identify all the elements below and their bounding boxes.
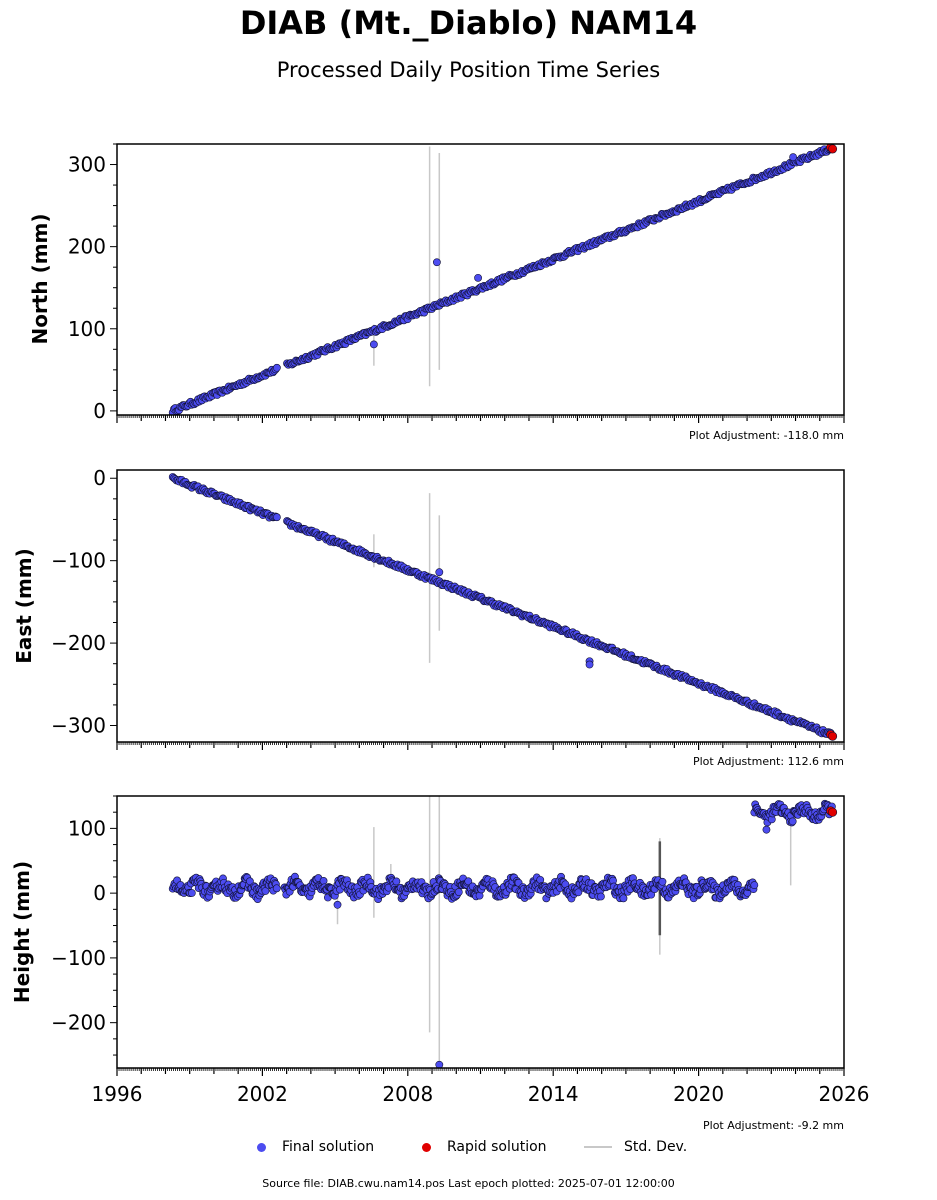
- east-data-point: [828, 731, 838, 741]
- east-data-point: [585, 660, 594, 669]
- east-y-tick-label: −200: [51, 631, 106, 655]
- north-y-axis: 0 100 200 300: [68, 143, 117, 423]
- north-data-point: [828, 144, 838, 154]
- x-tick-label: 1996: [92, 1082, 143, 1106]
- x-tick-label: 2026: [819, 1082, 870, 1106]
- height-data-point: [187, 889, 196, 897]
- chart-subtitle: Processed Daily Position Time Series: [276, 58, 661, 82]
- legend-std-label: Std. Dev.: [624, 1139, 688, 1155]
- east-y-tick-label: 0: [93, 466, 106, 490]
- height-y-tick-label: 0: [93, 881, 106, 905]
- height-data-point: [454, 888, 463, 896]
- height-data-point: [762, 825, 771, 834]
- north-data-point: [272, 363, 281, 372]
- height-data-point: [392, 877, 401, 886]
- height-plot-adjustment: Plot Adjustment: -9.2 mm: [703, 1119, 844, 1132]
- north-axis-label: North (mm): [28, 213, 52, 345]
- height-data-point: [788, 817, 797, 826]
- height-data-point: [828, 807, 838, 817]
- east-x-axis: [116, 742, 845, 750]
- height-data-point: [574, 888, 583, 897]
- east-y-tick-label: −300: [51, 714, 106, 738]
- north-data-point: [369, 340, 378, 349]
- height-y-tick-label: −100: [51, 946, 106, 970]
- x-tick-label: 2002: [237, 1082, 288, 1106]
- height-data-point: [272, 884, 281, 893]
- height-axis-label: Height (mm): [10, 860, 34, 1004]
- legend: Final solution Rapid solution Std. Dev.: [0, 1139, 937, 1157]
- rapid-solution-marker-icon: [422, 1142, 431, 1152]
- north-y-tick-label: 300: [68, 153, 106, 177]
- east-y-tick-label: −100: [51, 549, 106, 573]
- height-data-point: [658, 877, 667, 886]
- north-plot-area: [168, 144, 838, 415]
- x-tick-label: 2020: [673, 1082, 724, 1106]
- source-footer: Source file: DIAB.cwu.nam14.pos Last epo…: [262, 1177, 675, 1190]
- east-data-point: [272, 513, 281, 522]
- height-data-point: [333, 900, 342, 909]
- height-x-axis: 1996 2002 2008 2014 2020 2026: [92, 1068, 870, 1106]
- east-y-axis: 0 −100 −200 −300: [51, 466, 117, 738]
- height-data-point: [619, 894, 628, 903]
- legend-rapid: Rapid solution: [422, 1139, 547, 1155]
- east-plot-adjustment: Plot Adjustment: 112.6 mm: [692, 755, 844, 768]
- north-y-tick-label: 200: [68, 235, 106, 259]
- height-data-point: [597, 892, 605, 901]
- legend-final-label: Final solution: [282, 1139, 375, 1155]
- north-plot-adjustment: Plot Adjustment: -118.0 mm: [689, 429, 844, 442]
- height-axes-frame: [116, 795, 845, 1069]
- height-y-tick-label: 100: [68, 816, 106, 840]
- x-tick-label: 2008: [382, 1082, 433, 1106]
- east-axis-label: East (mm): [12, 548, 36, 664]
- x-tick-label: 2014: [528, 1082, 579, 1106]
- chart-title: DIAB (Mt._Diablo) NAM14: [239, 4, 698, 42]
- height-data-point: [261, 887, 270, 895]
- legend-final: Final solution: [257, 1139, 374, 1155]
- height-plot-area: [168, 796, 838, 1068]
- east-plot-area: [168, 473, 838, 741]
- height-data-point: [435, 1060, 444, 1068]
- height-data-point: [319, 877, 328, 885]
- east-data-point: [435, 568, 444, 577]
- north-x-axis: [116, 415, 845, 423]
- std-dev-line-icon: [584, 1146, 612, 1148]
- north-data-point: [432, 258, 441, 267]
- height-data-point: [464, 877, 473, 886]
- legend-std: Std. Dev.: [584, 1139, 687, 1155]
- north-y-tick-label: 100: [68, 317, 106, 341]
- north-y-tick-label: 0: [93, 399, 106, 423]
- north-data-point: [474, 273, 482, 282]
- legend-rapid-label: Rapid solution: [447, 1139, 547, 1155]
- height-data-point: [750, 881, 759, 890]
- north-data-point: [789, 153, 798, 162]
- height-y-tick-label: −200: [51, 1011, 106, 1035]
- height-y-axis: 100 0 −100 −200: [51, 795, 117, 1056]
- final-solution-marker-icon: [257, 1142, 266, 1152]
